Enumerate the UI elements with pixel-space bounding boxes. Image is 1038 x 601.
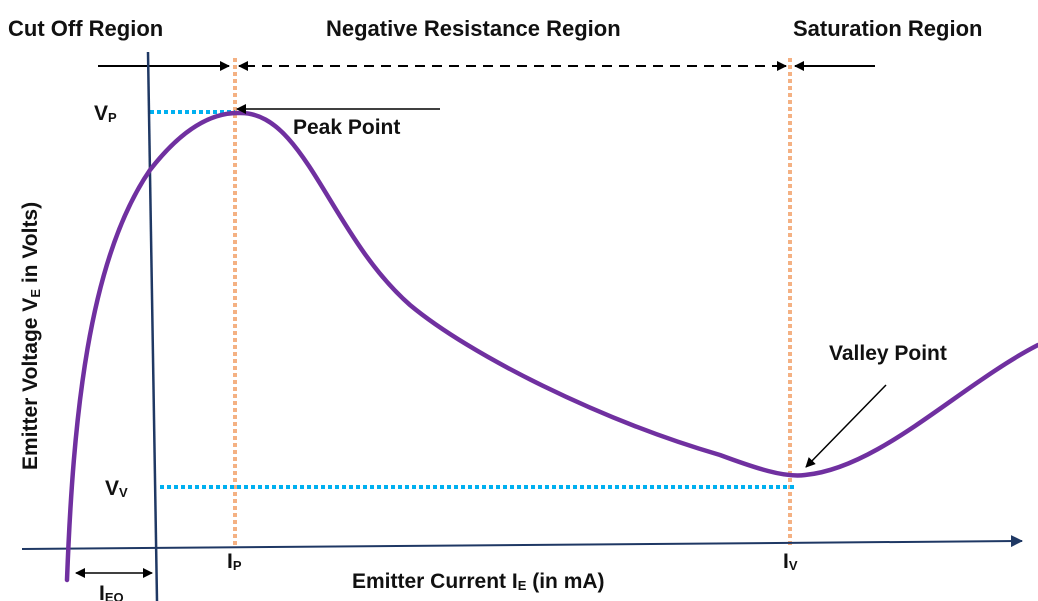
x-axis-label: Emitter Current IE (in mA)	[352, 570, 605, 593]
vp-label: VP	[94, 102, 117, 125]
x-axis	[21, 535, 1023, 550]
vv-label: VV	[105, 477, 128, 500]
valley-point-arrow	[805, 384, 887, 468]
ip-label: IP	[227, 550, 242, 573]
saturation-region-label: Saturation Region	[793, 16, 982, 41]
y-axis-label: Emitter Voltage VE in Volts)	[19, 202, 43, 470]
y-axis	[146, 51, 159, 601]
emitter-characteristic-curve	[64, 110, 1038, 583]
ieo-label: IEO	[99, 582, 124, 601]
negative-resistance-region-label: Negative Resistance Region	[326, 16, 621, 41]
peak-point-label: Peak Point	[293, 116, 400, 139]
cutoff-region-label: Cut Off Region	[8, 16, 163, 41]
iv-label: IV	[783, 550, 798, 573]
valley-point-label: Valley Point	[829, 342, 947, 365]
